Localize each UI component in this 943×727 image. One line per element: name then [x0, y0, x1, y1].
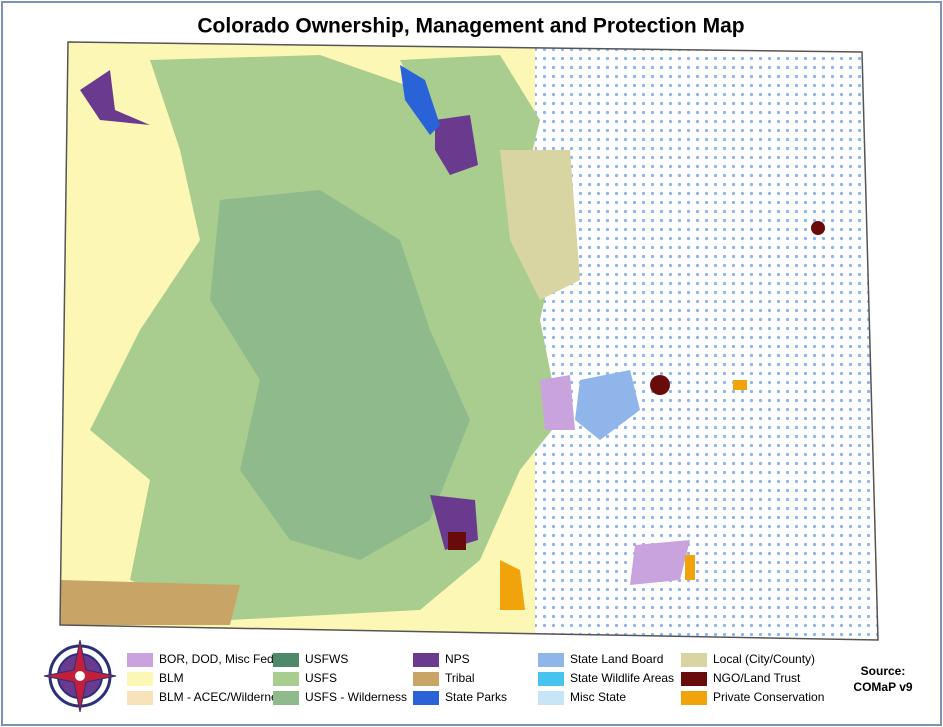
legend-swatch	[273, 653, 299, 667]
legend-swatch	[127, 691, 153, 705]
legend-swatch	[538, 653, 564, 667]
legend-swatch	[413, 672, 439, 686]
source-heading: Source:	[861, 664, 906, 678]
legend-swatch	[273, 672, 299, 686]
legend-label: State Wildlife Areas	[570, 671, 674, 685]
legend-label: State Parks	[445, 690, 507, 704]
state-border	[59, 41, 879, 641]
legend-label: BLM	[159, 671, 184, 685]
legend-label: Misc State	[570, 690, 626, 704]
legend-swatch	[127, 672, 153, 686]
legend-swatch	[127, 653, 153, 667]
legend-swatch	[538, 691, 564, 705]
legend-label: Tribal	[445, 671, 475, 685]
legend-label: Local (City/County)	[713, 652, 815, 666]
legend-swatch	[413, 691, 439, 705]
map-area	[60, 42, 878, 640]
legend-label: BOR, DOD, Misc Federal	[159, 652, 294, 666]
legend-swatch	[681, 653, 707, 667]
legend-swatch	[681, 691, 707, 705]
legend-label: NPS	[445, 652, 470, 666]
compass-rose	[43, 639, 117, 713]
legend-swatch	[681, 672, 707, 686]
legend-swatch	[413, 653, 439, 667]
legend-label: NGO/Land Trust	[713, 671, 801, 685]
legend-label: USFWS	[305, 652, 348, 666]
legend-label: USFS	[305, 671, 337, 685]
legend-swatch	[273, 691, 299, 705]
legend-label: USFS - Wilderness	[305, 690, 407, 704]
legend-swatch	[538, 672, 564, 686]
legend-label: BLM - ACEC/Wilderness	[159, 690, 290, 704]
map-title: Colorado Ownership, Management and Prote…	[197, 15, 744, 38]
legend-label: State Land Board	[570, 652, 663, 666]
legend: BOR, DOD, Misc Federal BLM BLM - ACEC/Wild…	[127, 652, 824, 705]
source-name: COMaP v9	[853, 680, 912, 694]
legend-label: Private Conservation	[713, 690, 824, 704]
